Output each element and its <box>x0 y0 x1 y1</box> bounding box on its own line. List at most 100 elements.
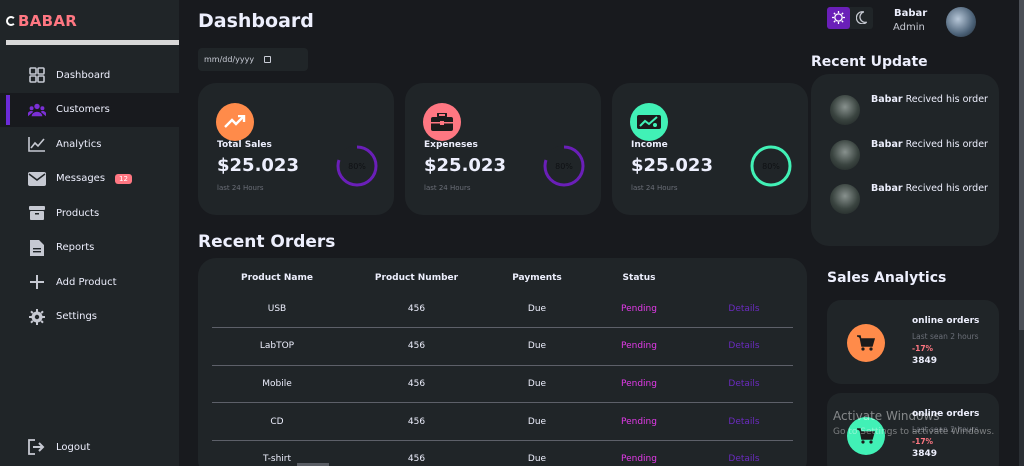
trend-up-icon <box>216 103 254 141</box>
sales-analytics-item: online orders Last sean 2 hours -17% 384… <box>827 300 999 384</box>
sales-item-change: -17% <box>912 437 934 446</box>
details-link[interactable]: Details <box>695 327 793 366</box>
date-input[interactable]: mm/dd/yyyy <box>198 48 308 71</box>
product-number: 456 <box>342 290 491 329</box>
chart-line-icon <box>28 135 46 153</box>
update-message: Recived his order <box>902 139 988 150</box>
details-link[interactable]: Details <box>695 365 793 404</box>
sales-item-change: -17% <box>912 344 934 353</box>
mail-icon <box>28 170 46 188</box>
income-card: Income $25.023 last 24 Hours 80% <box>612 83 808 215</box>
sidebar-item-label: Settings <box>56 311 98 323</box>
details-link[interactable]: Details <box>695 440 793 466</box>
details-link[interactable]: Details <box>695 402 793 441</box>
sidebar-item-analytics[interactable]: Analytics <box>0 127 179 162</box>
update-user: Babar <box>871 183 903 194</box>
card-amount: $25.023 <box>631 155 713 176</box>
profile-name: Babar <box>894 8 928 19</box>
gear-icon <box>28 308 46 326</box>
recent-update-title: Recent Update <box>811 54 928 70</box>
progress-ring <box>750 145 792 187</box>
table-row: USB 456 Due Pending Details <box>212 290 793 329</box>
order-status: Pending <box>583 440 695 466</box>
table-row: T-shirt 456 Due Pending Details <box>212 440 793 466</box>
sidebar-item-products[interactable]: Products <box>0 196 179 231</box>
logout-icon <box>28 438 46 456</box>
update-user: Babar <box>871 94 903 105</box>
sidebar-item-dashboard[interactable]: Dashboard <box>0 58 179 93</box>
column-header: Product Name <box>241 273 313 283</box>
progress-ring <box>336 145 378 187</box>
horizontal-scrollbar-thumb[interactable] <box>297 463 329 466</box>
progress-percent: 80% <box>555 161 573 171</box>
sidebar: BABAR Dashboard Customers Analytics <box>0 0 179 466</box>
light-mode-button[interactable] <box>827 7 850 29</box>
product-number: 456 <box>342 365 491 404</box>
sales-analytics-item: online orders Last sean 2 hours -17% 384… <box>827 393 999 466</box>
sidebar-item-label: Dashboard <box>56 69 111 81</box>
moon-icon <box>855 9 868 28</box>
logo-divider <box>6 40 179 45</box>
logo-icon <box>6 16 16 26</box>
cart-icon <box>847 417 885 455</box>
sidebar-item-customers[interactable]: Customers <box>0 92 179 127</box>
total-sales-card: Total Sales $25.023 last 24 Hours 80% <box>198 83 394 215</box>
expenses-card: Expeneses $25.023 last 24 Hours 80% <box>405 83 601 215</box>
grid-icon <box>28 66 46 84</box>
date-placeholder: mm/dd/yyyy <box>204 55 255 64</box>
sidebar-item-label: Reports <box>56 242 95 254</box>
sidebar-nav: Dashboard Customers Analytics Messages <box>0 58 179 334</box>
progress-ring <box>543 145 585 187</box>
sidebar-item-label: Analytics <box>56 138 102 150</box>
order-status: Pending <box>583 327 695 366</box>
recent-orders-title: Recent Orders <box>198 232 336 252</box>
activate-windows-watermark: Activate Windows <box>833 409 940 423</box>
logout-button[interactable]: Logout <box>0 430 179 464</box>
table-header-row: Product Name Product Number Payments Sta… <box>212 266 793 290</box>
card-label: Total Sales <box>217 140 272 150</box>
sales-item-title: online orders <box>912 409 980 419</box>
card-label: Expeneses <box>424 140 478 150</box>
order-status: Pending <box>583 365 695 404</box>
calendar-icon[interactable] <box>264 56 272 63</box>
scrollbar-thumb[interactable] <box>1019 0 1024 330</box>
payment-status: Due <box>491 402 583 441</box>
page-title: Dashboard <box>198 10 314 32</box>
update-user: Babar <box>871 139 903 150</box>
update-message: Recived his order <box>902 183 988 194</box>
sales-item-title: online orders <box>912 316 980 326</box>
activate-windows-subtext: Go to Settings to activate Windows. <box>833 427 995 437</box>
product-name: LabTOP <box>212 327 342 366</box>
update-item: Babar Recived his order <box>830 138 995 174</box>
dark-mode-button[interactable] <box>850 7 873 29</box>
card-amount: $25.023 <box>424 155 506 176</box>
recent-updates-panel: Babar Recived his order Babar Recived hi… <box>811 74 999 246</box>
update-avatar <box>830 95 860 125</box>
recent-orders-table: Product Name Product Number Payments Sta… <box>198 258 807 466</box>
update-avatar <box>830 184 860 214</box>
logo[interactable]: BABAR <box>6 12 77 30</box>
sidebar-item-add-product[interactable]: Add Product <box>0 265 179 300</box>
details-link[interactable]: Details <box>695 290 793 329</box>
payment-status: Due <box>491 327 583 366</box>
avatar[interactable] <box>946 7 976 37</box>
column-header: Payments <box>512 273 562 283</box>
product-name: T-shirt <box>212 440 342 466</box>
sidebar-item-reports[interactable]: Reports <box>0 231 179 266</box>
sales-item-count: 3849 <box>912 449 938 459</box>
vertical-scrollbar[interactable] <box>1019 0 1024 466</box>
plus-icon <box>28 273 46 291</box>
sidebar-item-messages[interactable]: Messages 12 <box>0 162 179 197</box>
cart-icon <box>847 324 885 362</box>
card-subtext: last 24 Hours <box>424 184 471 192</box>
sidebar-item-settings[interactable]: Settings <box>0 300 179 335</box>
users-icon <box>28 101 46 119</box>
sidebar-item-label: Customers <box>56 104 110 116</box>
product-name: CD <box>212 402 342 441</box>
update-text: Babar Recived his order <box>871 93 991 107</box>
table-row: LabTOP 456 Due Pending Details <box>212 327 793 366</box>
order-status: Pending <box>583 290 695 329</box>
theme-toggle[interactable] <box>827 7 873 29</box>
order-status: Pending <box>583 402 695 441</box>
